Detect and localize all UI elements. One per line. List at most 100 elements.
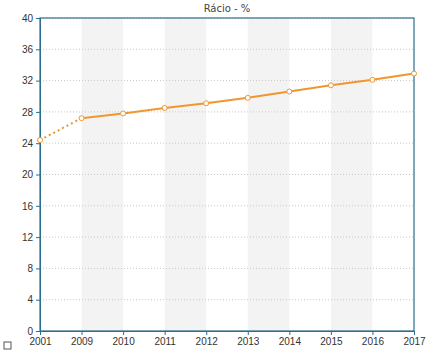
y-tick-label: 4 [27,294,33,305]
x-tick: 2017 [403,331,426,347]
marker [162,105,167,110]
y-tick-mark [36,81,40,82]
grid-line [40,143,414,144]
y-tick-mark [36,268,40,269]
x-tick-label: 2001 [29,336,52,347]
y-tick-mark [36,300,40,301]
y-tick-mark [36,143,40,144]
x-tick: 2001 [29,331,52,347]
y-tick-label: 32 [22,75,34,86]
y-tick: 32 [22,75,40,86]
x-axis-line [41,332,415,336]
x-tick-mark [372,331,373,335]
y-tick-label: 16 [22,201,34,212]
chart: 0481216202428323640200120092010201120122… [0,0,434,351]
y-tick-mark [36,112,40,113]
marker [121,111,126,116]
plot-frame [40,18,414,331]
line-segment [206,98,248,103]
x-tick-mark [289,331,290,335]
line-segment [82,113,124,118]
y-tick-mark [36,331,40,332]
line-segment [248,92,290,98]
x-tick: 2010 [112,331,135,347]
marks [38,71,417,143]
y-axis-line [36,19,41,332]
plot: 0481216202428323640200120092010201120122… [22,13,426,347]
grid-line [40,299,414,300]
x-tick-mark [40,331,41,335]
x-tick-label: 2016 [362,336,385,347]
y-tick: 16 [22,201,40,212]
band [82,18,124,331]
x-tick-label: 2013 [237,336,260,347]
grid-line [40,49,414,50]
x-tick-mark [331,331,332,335]
y-tick-mark [36,206,40,207]
x-tick-label: 2009 [71,336,94,347]
y-tick: 36 [22,44,40,55]
x-tick: 2011 [154,331,176,347]
y-tick: 40 [22,13,40,24]
x-tick-label: 2014 [279,336,302,347]
y-tick-mark [36,49,40,50]
y-tick: 0 [27,326,40,337]
line-segment [165,103,207,108]
x-tick: 2012 [196,331,219,347]
y-tick-mark [36,18,40,19]
x-tick-label: 2010 [112,336,135,347]
marker [204,101,209,106]
y-tick-label: 28 [22,107,34,118]
x-tick: 2016 [362,331,385,347]
x-tick-mark [82,331,83,335]
x-tick-label: 2017 [403,336,426,347]
y-tick-mark [36,175,40,176]
y-tick-label: 20 [22,169,34,180]
x-tick-mark [165,331,166,335]
x-tick-mark [414,331,415,335]
y-tick: 28 [22,107,40,118]
checkbox[interactable] [4,342,11,349]
line-segment [372,74,414,80]
y-tick: 12 [22,232,40,243]
marker [287,89,292,94]
marker [38,138,43,143]
marker [412,71,417,76]
y-tick-label: 8 [27,263,33,274]
y-axis: 0 4 8 12 16 20 24 28 32 36 40 [22,13,41,337]
x-tick: 2015 [320,331,343,347]
x-tick-label: 2011 [154,336,176,347]
grid-line [40,205,414,206]
grid-line [40,268,414,269]
y-tick-label: 12 [22,232,34,243]
y-tick-label: 40 [22,13,34,24]
marker [79,116,84,121]
grid-line [40,237,414,238]
y-tick-mark [36,237,40,238]
marker [370,77,375,82]
marker [245,95,250,100]
line-segment [123,108,165,113]
x-tick-label: 2015 [320,336,343,347]
x-axis: 2001 2009 2010 2011 2012 2013 2014 2015 2016 2017 [29,331,426,347]
grid-line [40,111,414,112]
x-tick-mark [123,331,124,335]
y-tick: 8 [27,263,40,274]
x-tick: 2013 [237,331,260,347]
line-segment [289,85,331,91]
marker [328,83,333,88]
grid [40,18,414,331]
line-segment [331,80,373,85]
y-tick-label: 24 [22,138,34,149]
grid-line [40,174,414,175]
line-gap-segment [40,118,82,140]
x-tick-label: 2012 [196,336,219,347]
x-tick-mark [206,331,207,335]
y-tick-label: 36 [22,44,34,55]
x-tick: 2009 [71,331,94,347]
x-tick-mark [248,331,249,335]
x-tick: 2014 [279,331,302,347]
title: Rácio - % [204,3,251,14]
y-tick: 20 [22,169,40,180]
y-tick: 4 [27,294,40,305]
